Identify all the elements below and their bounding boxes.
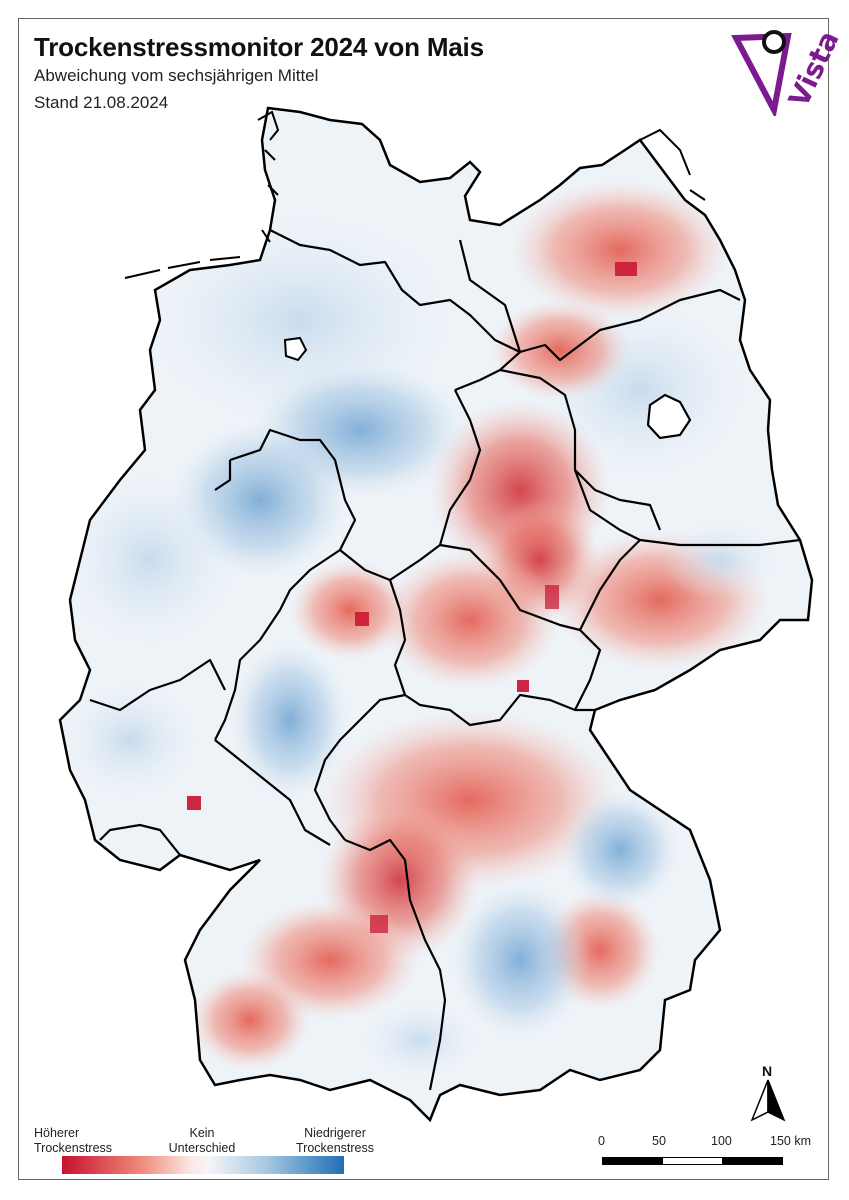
scale-segment-1 bbox=[602, 1157, 663, 1165]
scale-tick-100: 100 bbox=[711, 1134, 732, 1148]
scale-segment-3 bbox=[722, 1157, 783, 1165]
scale-tick-50: 50 bbox=[652, 1134, 666, 1148]
legend-label-none-text: Kein Unterschied bbox=[168, 1126, 236, 1155]
legend-label-none: Kein Unterschied bbox=[162, 1126, 242, 1156]
legend-label-higher: Höherer Trockenstress bbox=[34, 1126, 112, 1156]
scale-segment-2 bbox=[662, 1157, 723, 1165]
map-frame bbox=[18, 18, 829, 1180]
stress-raster bbox=[60, 108, 812, 1120]
islands bbox=[124, 110, 706, 279]
state-borders bbox=[89, 229, 801, 1091]
vista-logo-icon bbox=[731, 30, 792, 116]
legend-color-bar bbox=[62, 1156, 344, 1174]
north-label: N bbox=[762, 1063, 773, 1079]
legend-label-lower-text: Niedrigerer Trockenstress bbox=[295, 1126, 375, 1155]
scale-tick-0: 0 bbox=[598, 1134, 605, 1148]
map-title: Trockenstressmonitor 2024 von Mais bbox=[34, 32, 484, 62]
scale-tick-150: 150 km bbox=[770, 1134, 811, 1148]
north-arrow-icon bbox=[750, 1079, 786, 1122]
map-date: Stand 21.08.2024 bbox=[34, 93, 169, 112]
legend-label-lower: Niedrigerer Trockenstress bbox=[285, 1126, 385, 1156]
map-subtitle: Abweichung vom sechsjährigen Mittel bbox=[34, 66, 319, 85]
legend-label-higher-text: Höherer Trockenstress bbox=[34, 1126, 113, 1155]
